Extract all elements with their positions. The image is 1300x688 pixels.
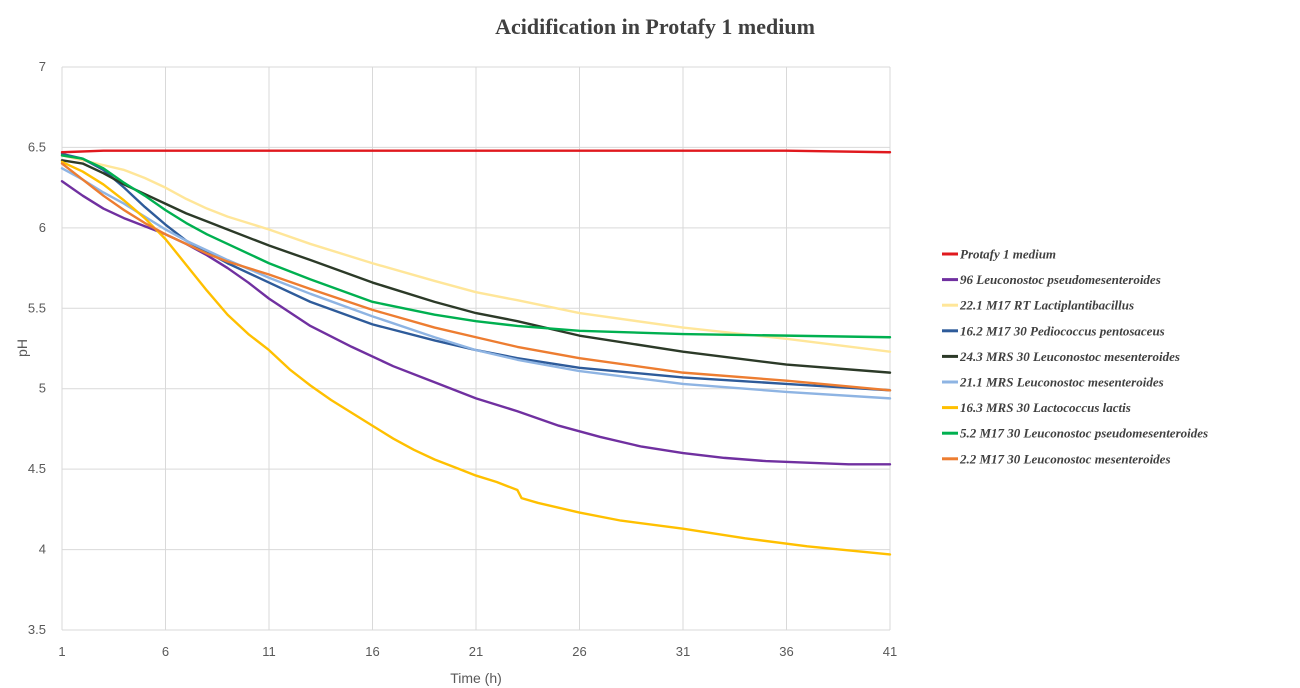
- series-line: [60, 159, 892, 374]
- series-line: [60, 149, 892, 154]
- legend-label: 16.2 M17 30 Pediococcus pentosaceus: [960, 323, 1165, 338]
- y-tick-label: 4: [39, 542, 46, 557]
- gridlines: [61, 66, 891, 631]
- x-tick-label: 26: [572, 644, 586, 659]
- legend-label: 96 Leuconostoc pseudomesenteroides: [960, 272, 1161, 287]
- y-tick-label: 3.5: [28, 622, 46, 637]
- series-line: [60, 160, 892, 556]
- x-tick-label: 31: [676, 644, 690, 659]
- legend-label: 21.1 MRS Leuconostoc mesenteroides: [959, 375, 1164, 390]
- y-tick-label: 6.5: [28, 139, 46, 154]
- series-line: [60, 180, 892, 466]
- series-lines: [60, 149, 892, 556]
- y-tick-label: 7: [39, 59, 46, 74]
- legend: Protafy 1 medium 96 Leuconostoc pseudomes…: [942, 247, 1208, 466]
- legend-label: Protafy 1 medium: [960, 247, 1056, 262]
- series-line: [60, 152, 892, 392]
- series-line: [60, 162, 892, 392]
- legend-label: 22.1 M17 RT Lactiplantibacillus: [959, 298, 1134, 313]
- legend-label: 24.3 MRS 30 Leuconostoc mesenteroides: [959, 349, 1180, 364]
- legend-label: 16.3 MRS 30 Lactococcus lactis: [960, 400, 1131, 415]
- x-tick-label: 6: [162, 644, 169, 659]
- chart-title: Acidification in Protafy 1 medium: [495, 14, 815, 39]
- y-axis-ticks: 3.5 4 4.5 5 5.5 6 6.5 7: [28, 59, 46, 637]
- x-tick-label: 21: [469, 644, 483, 659]
- legend-label: 2.2 M17 30 Leuconostoc mesenteroides: [959, 451, 1171, 466]
- series-line: [60, 167, 892, 400]
- legend-label: 5.2 M17 30 Leuconostoc pseudomesenteroid…: [960, 426, 1208, 441]
- x-axis-label: Time (h): [450, 670, 502, 686]
- y-tick-label: 6: [39, 220, 46, 235]
- x-tick-label: 11: [262, 644, 276, 659]
- x-tick-label: 16: [365, 644, 379, 659]
- series-line: [60, 154, 892, 353]
- x-tick-label: 41: [883, 644, 897, 659]
- x-tick-label: 36: [779, 644, 793, 659]
- x-tick-label: 1: [58, 644, 65, 659]
- y-tick-label: 4.5: [28, 461, 46, 476]
- y-tick-label: 5: [39, 381, 46, 396]
- series-line: [60, 154, 892, 339]
- x-axis-ticks: 1 6 11 16 21 26 31 36 41: [58, 644, 897, 659]
- y-axis-label: pH: [14, 339, 30, 357]
- y-tick-label: 5.5: [28, 300, 46, 315]
